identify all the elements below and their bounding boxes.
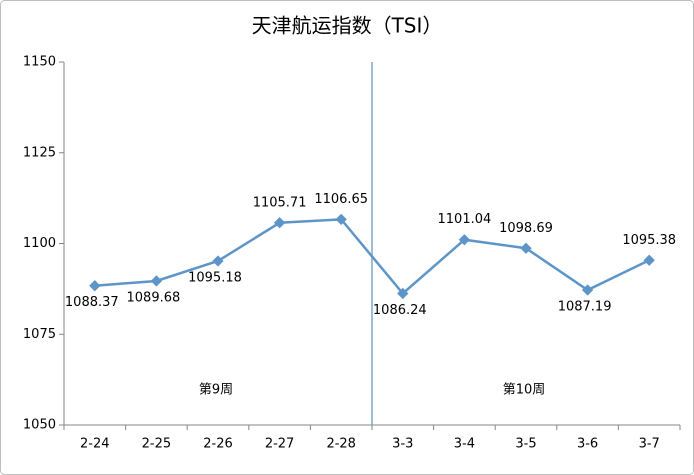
- data-label: 1095.18: [188, 270, 242, 285]
- marker: [397, 287, 409, 300]
- x-tick-label: 2-26: [203, 437, 233, 452]
- y-tick-label: 1075: [23, 327, 56, 342]
- y-tick-label: 1100: [23, 236, 56, 251]
- data-label: 1089.68: [127, 290, 181, 305]
- y-tick-label: 1125: [23, 145, 56, 160]
- marker: [458, 234, 471, 246]
- marker: [520, 242, 532, 254]
- marker: [643, 254, 655, 266]
- x-tick-label: 2-27: [265, 437, 295, 452]
- marker: [150, 275, 163, 287]
- x-tick-label: 3-6: [577, 437, 598, 452]
- x-tick-label: 2-25: [142, 437, 172, 452]
- x-tick-label: 3-7: [639, 437, 660, 452]
- marker: [273, 217, 286, 229]
- x-tick-label: 3-4: [454, 437, 475, 452]
- week-label: 第9周: [199, 383, 233, 398]
- data-label: 1105.71: [253, 195, 307, 210]
- y-tick-label: 1150: [23, 55, 56, 70]
- data-label: 1095.38: [622, 233, 676, 248]
- chart-title: 天津航运指数（TSI）: [252, 14, 443, 38]
- x-tick-label: 2-24: [80, 437, 110, 452]
- x-tick-label: 3-3: [392, 437, 413, 452]
- data-label: 1087.19: [558, 300, 612, 315]
- data-label: 1098.69: [499, 221, 553, 236]
- marker: [581, 284, 594, 296]
- data-label: 1101.04: [438, 212, 492, 227]
- x-tick-label: 3-5: [515, 437, 536, 452]
- marker: [335, 213, 347, 226]
- data-label: 1086.24: [373, 303, 427, 318]
- data-label: 1088.37: [65, 295, 119, 310]
- week-label: 第10周: [503, 383, 546, 398]
- line: [94, 218, 650, 296]
- marker: [212, 255, 224, 267]
- y-tick-label: 1050: [23, 418, 56, 433]
- data-label: 1106.65: [314, 192, 368, 207]
- x-tick-label: 2-28: [326, 437, 356, 452]
